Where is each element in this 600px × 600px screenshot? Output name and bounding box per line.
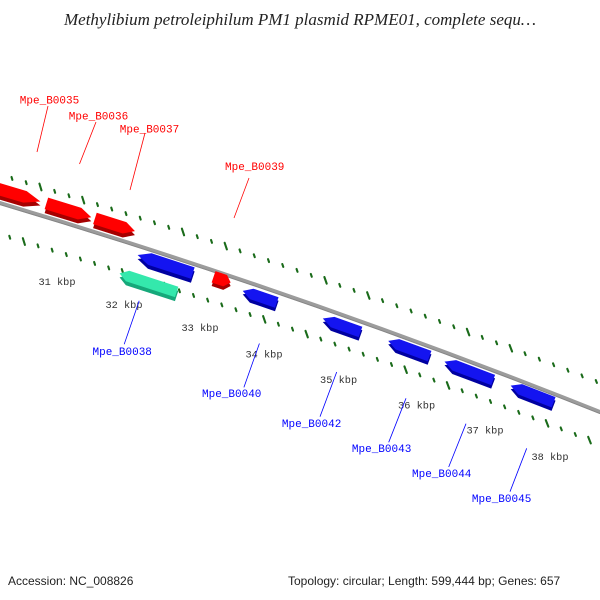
svg-text:Mpe_B0035: Mpe_B0035	[20, 96, 79, 108]
svg-text:Mpe_B0043: Mpe_B0043	[352, 444, 411, 456]
svg-text:Mpe_B0038: Mpe_B0038	[93, 347, 152, 359]
svg-text:Mpe_B0040: Mpe_B0040	[202, 389, 261, 401]
svg-text:36 kbp: 36 kbp	[398, 401, 435, 413]
svg-text:33 kbp: 33 kbp	[181, 323, 218, 335]
svg-text:31 kbp: 31 kbp	[38, 277, 75, 289]
svg-text:38 kbp: 38 kbp	[531, 452, 568, 464]
svg-text:Mpe_B0042: Mpe_B0042	[282, 419, 341, 431]
svg-text:Mpe_B0036: Mpe_B0036	[69, 112, 128, 124]
svg-text:Mpe_B0044: Mpe_B0044	[412, 469, 472, 481]
svg-text:Mpe_B0037: Mpe_B0037	[120, 125, 179, 137]
svg-text:37 kbp: 37 kbp	[466, 426, 503, 438]
svg-text:35 kbp: 35 kbp	[320, 375, 357, 387]
svg-text:Mpe_B0045: Mpe_B0045	[472, 494, 531, 506]
svg-text:Mpe_B0039: Mpe_B0039	[225, 162, 284, 174]
svg-text:32 kbp: 32 kbp	[105, 300, 142, 312]
svg-text:34 kbp: 34 kbp	[245, 350, 282, 362]
